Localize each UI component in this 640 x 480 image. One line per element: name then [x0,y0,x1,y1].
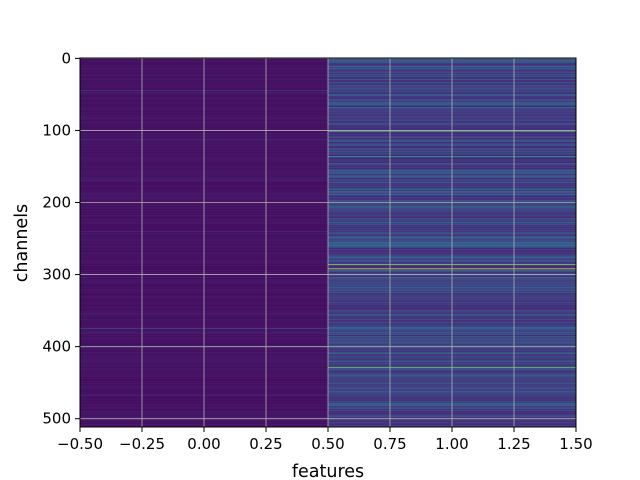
x-tick-label: 1.00 [435,435,468,453]
y-tick-label: 400 [42,338,71,356]
y-axis-label: channels [12,204,32,282]
y-tick-label: 500 [42,410,71,428]
x-tick-label: 1.25 [497,435,530,453]
x-tick-label: −0.25 [119,435,165,453]
y-tick-label: 100 [42,121,71,139]
x-tick-label: 0.75 [373,435,406,453]
y-tick-label: 0 [61,49,71,67]
x-tick-label: 1.50 [559,435,592,453]
y-tick-label: 200 [42,194,71,212]
y-tick-label: 300 [42,266,71,284]
x-tick-label: 0.00 [187,435,220,453]
x-axis: −0.50 −0.25 0.00 0.25 0.50 0.75 1.00 1.25 1.50 [57,427,593,453]
x-axis-label: features [292,462,364,480]
x-tick-label: −0.50 [57,435,103,453]
y-axis: 0 100 200 300 400 500 [42,49,80,428]
x-tick-label: 0.25 [249,435,282,453]
x-tick-label: 0.50 [311,435,344,453]
